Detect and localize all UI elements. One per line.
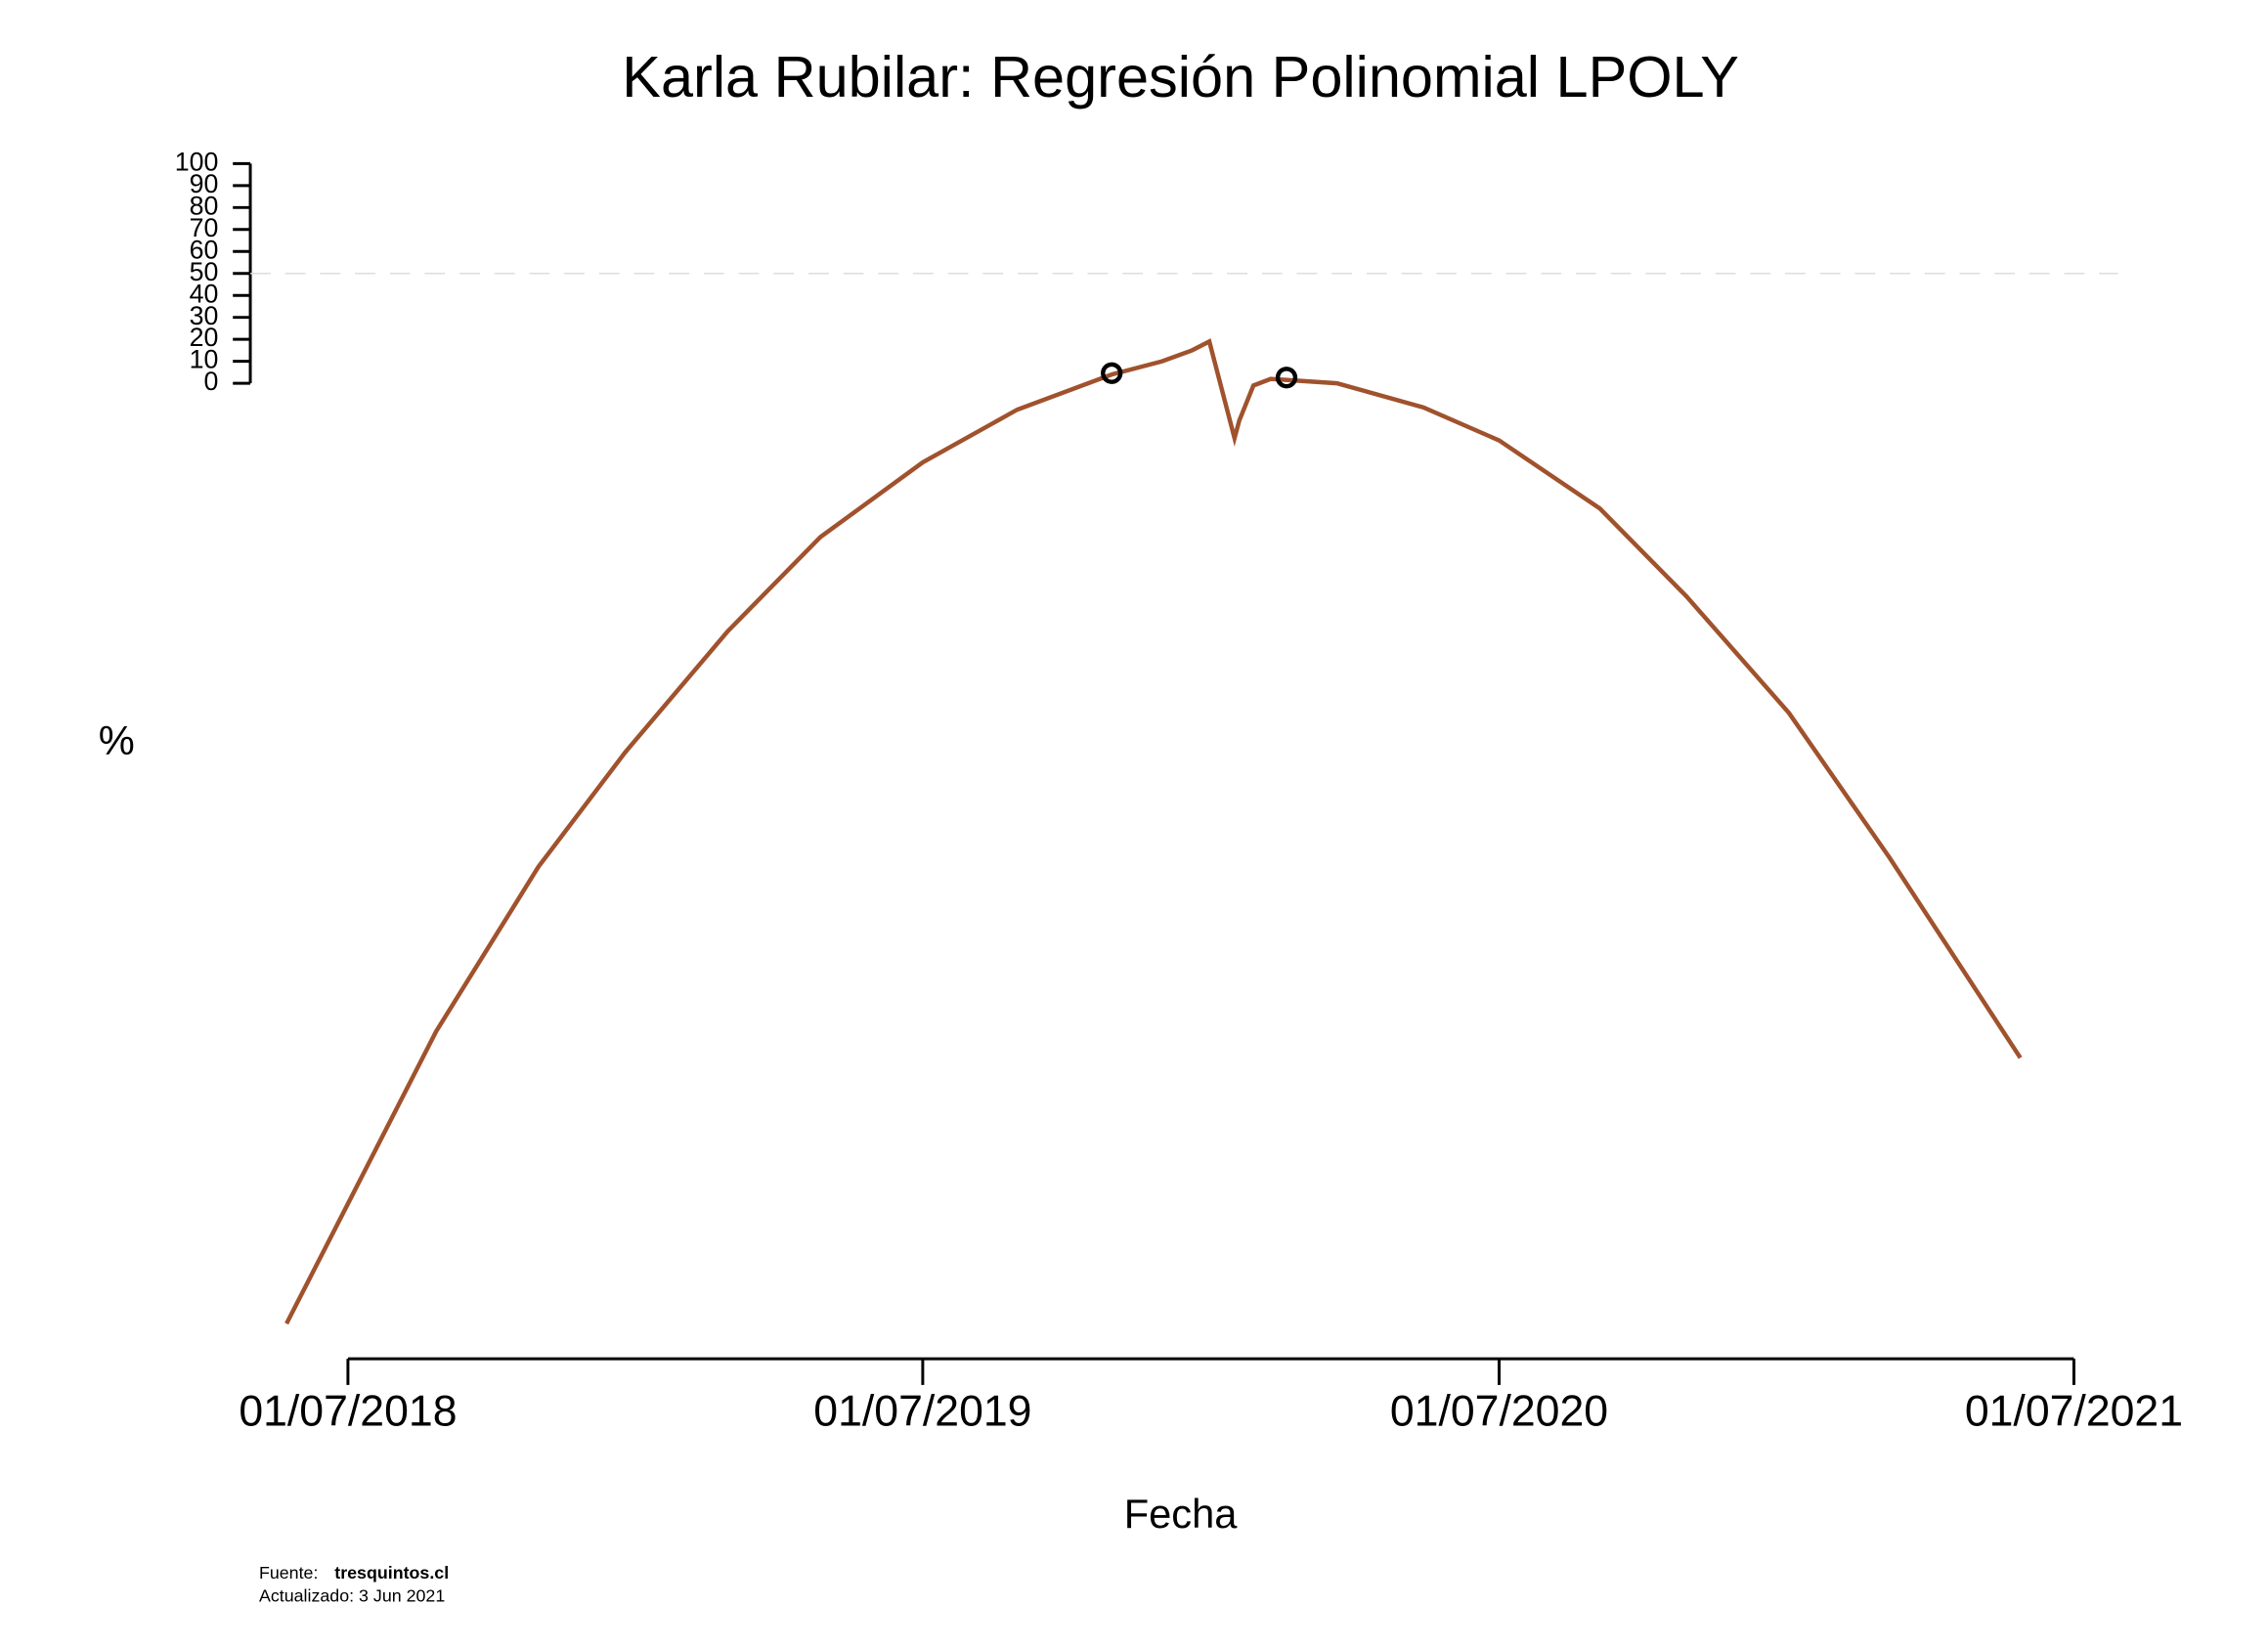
footer-updated: Actualizado: 3 Jun 2021 <box>259 1586 445 1606</box>
y-tick-label: 0 <box>203 367 218 396</box>
data-point <box>1275 367 1298 389</box>
x-tick-label: 01/07/2020 <box>1390 1387 1608 1435</box>
y-tick-label: 50 <box>190 257 219 286</box>
y-tick-label: 80 <box>190 191 219 220</box>
y-tick-label: 30 <box>190 301 219 330</box>
x-tick-label: 01/07/2021 <box>1965 1387 2183 1435</box>
y-tick-label: 10 <box>190 345 219 374</box>
y-tick-label: 60 <box>190 235 219 264</box>
y-tick-label: 70 <box>190 213 219 242</box>
x-tick-label: 01/07/2018 <box>239 1387 457 1435</box>
footer-source-label: Fuente: <box>259 1563 318 1583</box>
y-tick-label: 90 <box>190 169 219 198</box>
y-axis-label: % <box>99 717 135 763</box>
footer-source: tresquintos.cl <box>334 1563 449 1583</box>
y-tick-label: 40 <box>190 279 219 308</box>
data-point <box>1101 362 1123 384</box>
chart-title: Karla Rubilar: Regresión Polinomial LPOL… <box>622 44 1739 109</box>
regression-line <box>284 338 2023 1325</box>
x-axis-label: Fecha <box>1124 1491 1239 1537</box>
x-tick-label: 01/07/2019 <box>813 1387 1031 1435</box>
y-tick-label: 100 <box>175 147 219 176</box>
y-tick-label: 20 <box>190 323 219 352</box>
